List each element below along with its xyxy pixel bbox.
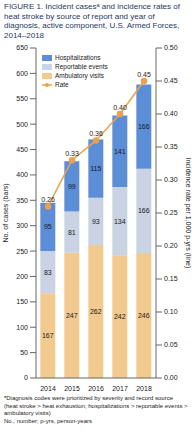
svg-text:167: 167 [42,332,54,339]
svg-text:93: 93 [92,218,100,225]
svg-text:166: 166 [138,207,150,214]
svg-text:0.33: 0.33 [65,150,79,157]
svg-text:247: 247 [66,312,78,319]
svg-text:242: 242 [114,313,126,320]
svg-text:150: 150 [16,298,28,305]
svg-text:0.30: 0.30 [164,176,178,183]
svg-text:0.15: 0.15 [164,275,178,282]
svg-text:100: 100 [16,324,28,331]
svg-text:2015: 2015 [64,385,80,392]
html-text:No., number; p-yrs, person-yea: No., number; p-yrs, person-years [4,417,92,424]
svg-text:2018: 2018 [136,385,152,392]
svg-text:134: 134 [114,218,126,225]
svg-text:650: 650 [16,44,28,51]
svg-text:0.50: 0.50 [164,44,178,51]
html-text:FIGURE 1. Incident casesᵃ and: FIGURE 1. Incident casesᵃ and incidence … [4,2,180,40]
svg-text:450: 450 [16,146,28,153]
svg-text:0.00: 0.00 [164,374,178,381]
svg-text:141: 141 [114,148,126,155]
svg-text:0.25: 0.25 [164,209,178,216]
svg-text:2016: 2016 [88,385,104,392]
svg-text:50: 50 [20,349,28,356]
svg-text:0.40: 0.40 [113,104,127,111]
svg-text:400: 400 [16,171,28,178]
svg-text:200: 200 [16,273,28,280]
svg-text:83: 83 [44,269,52,276]
svg-text:0: 0 [24,374,28,381]
html-text:Hospitalizations: Hospitalizations [55,54,101,61]
svg-text:0.40: 0.40 [164,110,178,117]
svg-text:95: 95 [44,223,52,230]
html-text:ᵃDiagnosis codes were prioriti: ᵃDiagnosis codes were prioritized by sev… [4,395,188,416]
svg-text:166: 166 [138,123,150,130]
svg-text:0.36: 0.36 [89,130,103,137]
svg-text:0.45: 0.45 [137,71,151,78]
svg-text:0.45: 0.45 [164,77,178,84]
svg-text:262: 262 [90,308,102,315]
svg-text:0.10: 0.10 [164,308,178,315]
html-text:Reportable events: Reportable events [55,63,108,70]
svg-text:250: 250 [16,248,28,255]
svg-text:2017: 2017 [112,385,128,392]
svg-text:2014: 2014 [40,385,56,392]
svg-text:300: 300 [16,222,28,229]
svg-text:No. of cases (bars): No. of cases (bars) [8,183,10,242]
svg-text:500: 500 [16,121,28,128]
svg-text:Incidence rate per 1,000 p-yrs: Incidence rate per 1,000 p-yrs (line) [184,158,185,269]
svg-text:115: 115 [90,165,101,172]
svg-text:81: 81 [68,229,76,236]
svg-text:550: 550 [16,95,28,102]
svg-text:0.26: 0.26 [41,196,55,203]
html-text:Ambulatory visits: Ambulatory visits [55,72,105,79]
svg-text:99: 99 [68,183,76,190]
svg-text:0.35: 0.35 [164,143,178,150]
svg-text:246: 246 [138,312,150,319]
html-text:Rate: Rate [55,81,69,88]
svg-text:600: 600 [16,70,28,77]
svg-text:350: 350 [16,197,28,204]
svg-text:0.05: 0.05 [164,341,178,348]
svg-text:0.20: 0.20 [164,242,178,249]
